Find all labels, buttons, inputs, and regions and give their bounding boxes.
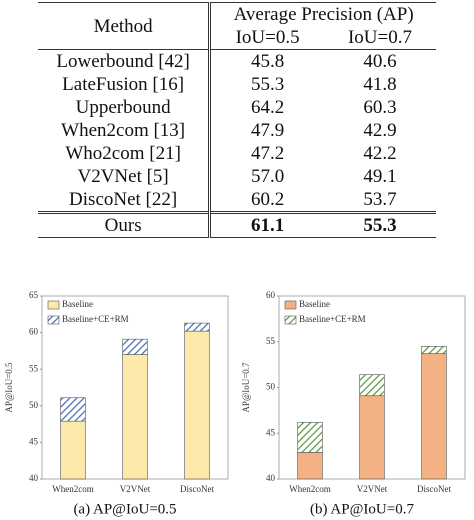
y-tick-label: 40	[266, 473, 276, 483]
y-tick-label: 55	[266, 336, 276, 346]
table-cell: 49.1	[363, 166, 397, 187]
table-cell: 47.9	[250, 120, 285, 141]
legend-swatch	[47, 300, 60, 310]
bar-segment	[184, 322, 210, 332]
header: IoU=0.5	[235, 27, 300, 48]
table-cell: 53.7	[363, 189, 397, 210]
bar-segment	[122, 338, 148, 355]
table-cell: 55.3	[250, 74, 285, 95]
header: Average Precision (AP)	[233, 4, 414, 25]
x-tick-label: When2com	[52, 484, 93, 494]
legend-label: Baseline	[62, 299, 93, 309]
chart: 40 45 50 55 60 65 AP@IoU=0.5 When2com V2VNet Disc…	[4, 290, 229, 517]
table-cell: Lowerbound [42]	[38, 49, 212, 73]
y-tick-label: 45	[29, 436, 39, 446]
bar-segment	[297, 452, 323, 480]
chart: 40 45 50 55 60 AP@IoU=0.7 When2com V2VNet DiscoN…	[241, 290, 466, 517]
x-tick-label: V2VNet	[357, 484, 388, 494]
table-cell: 64.2	[250, 97, 285, 118]
bar-segment	[421, 353, 447, 480]
table-cell: 61.1	[250, 215, 285, 236]
table-row: V2VNet [5] 57.0 49.1	[38, 165, 436, 188]
table-cell: 60.2	[250, 189, 285, 210]
table-cell: Ours	[38, 212, 212, 238]
results-table: Method Average Precision (AP) IoU=0.5 Io…	[38, 2, 436, 238]
header: IoU=0.7	[347, 27, 412, 48]
legend-swatch	[284, 315, 297, 325]
y-tick-label: 60	[266, 290, 276, 300]
y-tick-label: 50	[29, 400, 39, 410]
y-tick-label: 45	[266, 427, 276, 437]
y-tick-label: 65	[29, 290, 39, 300]
table-row: Ours 61.1 55.3	[38, 212, 436, 238]
y-axis-label: AP@IoU=0.7	[241, 362, 251, 413]
bar-segment	[60, 397, 86, 422]
x-tick-label: When2com	[289, 484, 330, 494]
bar-segment	[297, 421, 323, 453]
bar-segment	[421, 346, 447, 354]
table-cell: When2com [13]	[38, 119, 212, 142]
y-tick-label: 40	[29, 473, 39, 483]
legend-label: Baseline	[299, 299, 330, 309]
x-tick-label: DiscoNet	[180, 484, 214, 494]
table-cell: LateFusion [16]	[38, 73, 212, 96]
table-cell: 45.8	[250, 51, 285, 72]
table-cell: 41.8	[363, 74, 397, 95]
table-row: LateFusion [16] 55.3 41.8	[38, 73, 436, 96]
table-cell: 42.2	[363, 143, 397, 164]
table-cell: 42.9	[363, 120, 397, 141]
table-cell: 57.0	[250, 166, 285, 187]
table-cell: V2VNet [5]	[38, 165, 212, 188]
legend-swatch	[47, 315, 60, 325]
caption: (b) AP@IoU=0.7	[310, 501, 414, 517]
bar-segment	[359, 395, 385, 480]
table-row: Lowerbound [42] 45.8 40.6	[38, 49, 436, 73]
x-tick-label: DiscoNet	[417, 484, 451, 494]
legend-swatch	[284, 300, 297, 310]
bar-segment	[60, 420, 86, 480]
y-tick-label: 55	[29, 363, 39, 373]
bar-segment	[184, 330, 210, 480]
table-row: Who2com [21] 47.2 42.2	[38, 142, 436, 165]
table-row: When2com [13] 47.9 42.9	[38, 119, 436, 142]
table-cell: 55.3	[363, 215, 397, 236]
table-row: Upperbound 64.2 60.3	[38, 96, 436, 119]
header: Method	[38, 2, 212, 50]
legend-label: Baseline+CE+RM	[299, 314, 366, 324]
table-cell: DiscoNet [22]	[38, 188, 212, 213]
table-row: DiscoNet [22] 60.2 53.7	[38, 188, 436, 213]
table-cell: Who2com [21]	[38, 142, 212, 165]
table-cell: Upperbound	[38, 96, 212, 119]
y-tick-label: 60	[29, 327, 39, 337]
bar-segment	[359, 374, 385, 397]
y-axis-label: AP@IoU=0.5	[4, 362, 14, 413]
table-cell: 47.2	[250, 143, 285, 164]
bar-segment	[122, 354, 148, 480]
table-cell: 60.3	[363, 97, 397, 118]
y-tick-label: 50	[266, 382, 276, 392]
x-tick-label: V2VNet	[120, 484, 151, 494]
legend-label: Baseline+CE+RM	[62, 314, 129, 324]
table-cell: 40.6	[363, 51, 397, 72]
caption: (a) AP@IoU=0.5	[73, 501, 176, 517]
